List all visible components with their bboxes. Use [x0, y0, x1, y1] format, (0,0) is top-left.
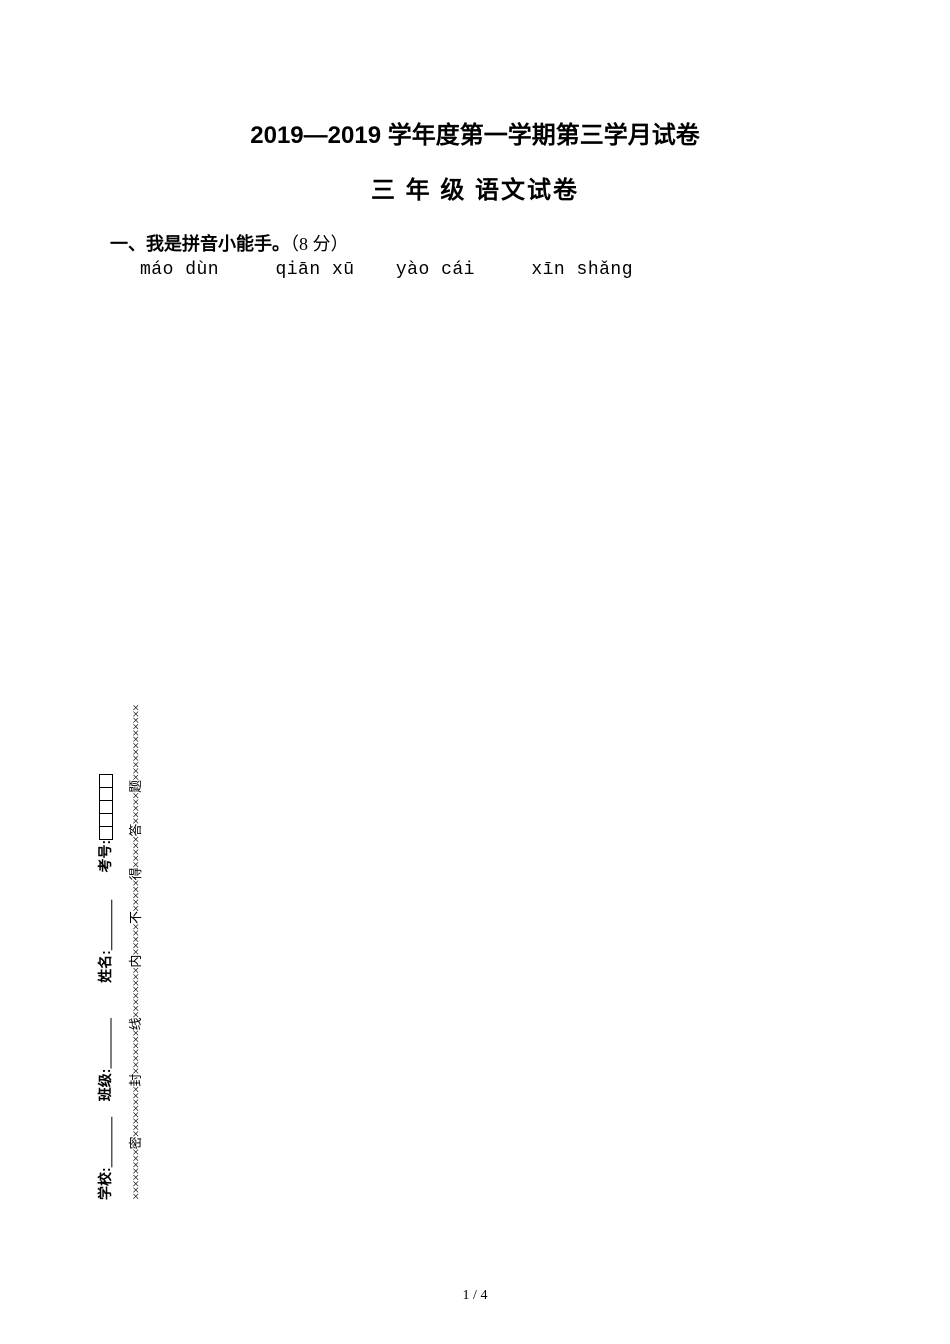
seal-mi: 密	[128, 1137, 143, 1149]
school-label: 学校:	[97, 1167, 113, 1200]
student-info-fields: 学校: 班级: 姓名: 考号:	[95, 280, 115, 1200]
class-label: 班级:	[97, 1069, 113, 1102]
seal-x: ×××××	[128, 924, 143, 956]
pinyin-2: qiān xū	[275, 260, 354, 280]
seal-da: 答	[128, 825, 143, 837]
question-1-title: 一、我是拼音小能手。（8 分）	[110, 230, 870, 256]
exam-box	[99, 813, 113, 827]
pinyin-4: xīn shǎng	[531, 260, 633, 280]
pinyin-row: máo dùn qiān xū yào cái xīn shǎng	[110, 260, 870, 280]
exam-sidebar: 学校: 班级: 姓名: 考号: ××××××××密××××××××封××××××…	[95, 280, 155, 1200]
seal-xian: 线	[128, 1018, 143, 1030]
exam-box	[99, 800, 113, 814]
exam-box	[99, 774, 113, 788]
seal-ti: 题	[128, 781, 143, 793]
question-points: （8 分）	[290, 234, 349, 254]
seal-feng: 封	[128, 1075, 143, 1087]
seal-x: ××××××××	[128, 968, 143, 1019]
seal-x: ×××××	[128, 837, 143, 869]
main-title: 2019—2019 学年度第一学期第三学月试卷	[80, 115, 870, 150]
question-1: 一、我是拼音小能手。（8 分） máo dùn qiān xū yào cái …	[80, 230, 870, 280]
question-title-text: 我是拼音小能手。	[146, 234, 290, 254]
name-label: 姓名:	[97, 950, 113, 983]
seal-x: ××××××××	[128, 1087, 143, 1138]
question-number: 一、	[110, 234, 146, 254]
seal-bu: 不	[128, 912, 143, 924]
pinyin-3: yào cái	[396, 260, 475, 280]
seal-line: ××××××××密××××××××封×××××××线××××××××内×××××…	[125, 280, 144, 1200]
seal-x-suffix: ××××××××××××	[128, 705, 143, 781]
exam-box	[99, 826, 113, 840]
seal-x-prefix: ××××××××	[128, 1149, 143, 1200]
seal-de: 得	[128, 868, 143, 880]
pinyin-1: máo dùn	[140, 260, 219, 280]
exam-box	[99, 787, 113, 801]
page-number: 1 / 4	[463, 1288, 488, 1304]
seal-x: ×××××××	[128, 1030, 143, 1074]
exam-number-label: 考号:	[97, 840, 113, 873]
sub-title: 三 年 级 语文试卷	[80, 170, 870, 205]
seal-nei: 内	[128, 956, 143, 968]
seal-x: ×××××	[128, 793, 143, 825]
seal-x: ×××××	[128, 880, 143, 912]
